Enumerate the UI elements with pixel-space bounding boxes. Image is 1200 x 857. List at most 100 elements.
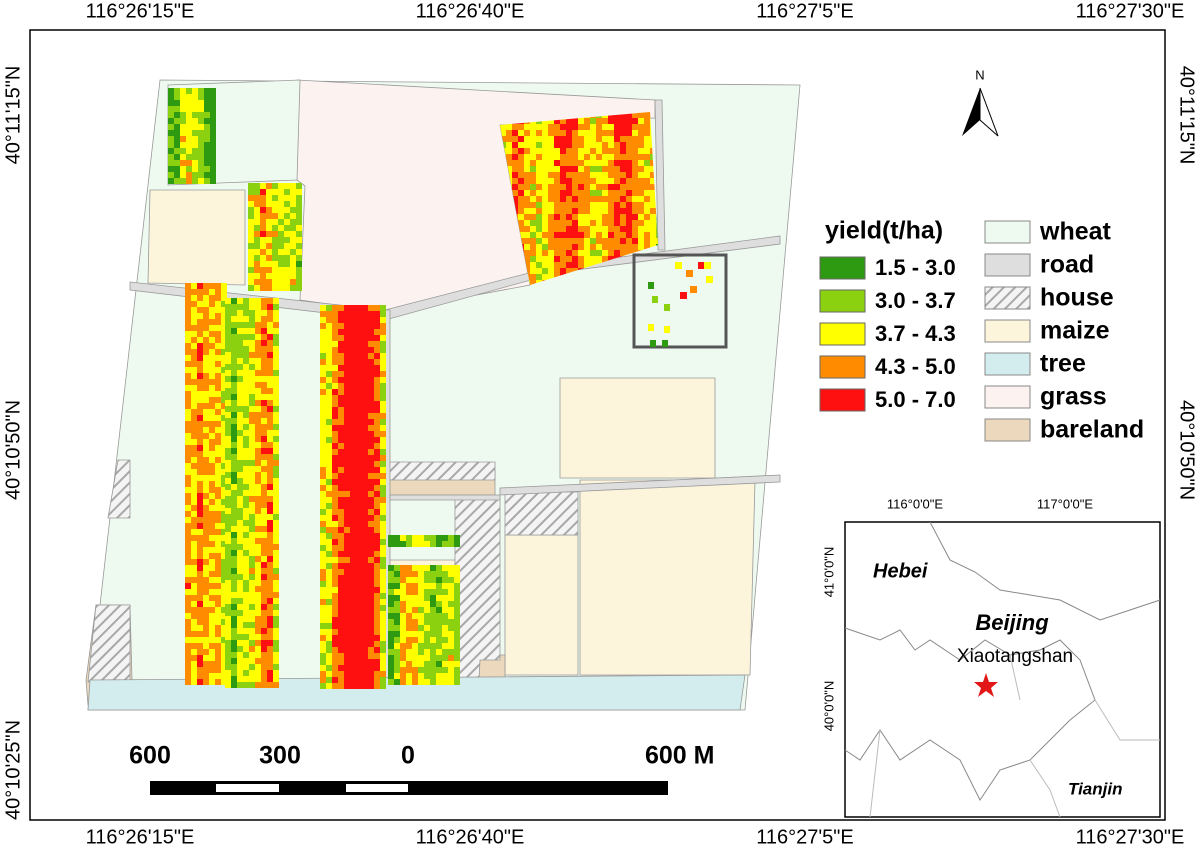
- yield-cell: [596, 154, 602, 160]
- yield-cell: [243, 610, 249, 616]
- yield-cell: [368, 569, 374, 575]
- yield-cell: [203, 493, 209, 499]
- yield-cell: [394, 673, 400, 679]
- yield-cell: [284, 183, 290, 189]
- yield-cell: [424, 625, 430, 631]
- yield-cell: [174, 94, 180, 100]
- yield-cell: [267, 418, 273, 424]
- yield-cell: [518, 226, 524, 232]
- yield-cell: [267, 604, 273, 610]
- yield-cell: [590, 184, 596, 190]
- yield-cell: [344, 485, 350, 491]
- yield-cell: [512, 136, 518, 142]
- yield-cell: [186, 112, 192, 118]
- yield-cell: [266, 255, 272, 261]
- yield-cell: [374, 473, 380, 479]
- yield-cell: [572, 208, 578, 214]
- yield-cell: [273, 370, 279, 376]
- yield-cell: [225, 556, 231, 562]
- yield-cell: [221, 607, 227, 613]
- yield-cell: [542, 274, 548, 280]
- yield-cell: [266, 225, 272, 231]
- yield-cell: [400, 601, 406, 607]
- yield-cell: [215, 343, 221, 349]
- yield-cell: [267, 520, 273, 526]
- yield-cell: [185, 301, 191, 307]
- yield-cell: [442, 619, 448, 625]
- yield-cell: [584, 154, 590, 160]
- yield-cell: [191, 355, 197, 361]
- inset-lat-label: 40°0'0"N: [821, 681, 836, 732]
- yield-cell: [231, 412, 237, 418]
- yield-cell: [243, 454, 249, 460]
- yield-cell: [198, 172, 204, 178]
- yield-cell: [394, 571, 400, 577]
- yield-cell: [430, 583, 436, 589]
- yield-cell: [231, 334, 237, 340]
- yield-cell: [380, 365, 386, 371]
- yield-cell: [320, 401, 326, 407]
- yield-cell: [374, 413, 380, 419]
- yield-cell: [524, 160, 530, 166]
- yield-cell: [255, 544, 261, 550]
- yield-cell: [664, 304, 670, 311]
- yield-cell: [320, 575, 326, 581]
- yield-cell: [430, 661, 436, 667]
- yield-cell: [221, 397, 227, 403]
- yield-cell: [191, 343, 197, 349]
- yield-cell: [542, 250, 548, 256]
- yield-cell: [554, 244, 560, 250]
- yield-cell: [338, 545, 344, 551]
- house-area: [387, 461, 496, 481]
- yield-cell: [221, 427, 227, 433]
- yield-cell: [231, 340, 237, 346]
- yield-cell: [203, 571, 209, 577]
- yield-cell: [454, 643, 460, 649]
- yield-cell: [418, 655, 424, 661]
- yield-cell: [584, 190, 590, 196]
- yield-cell: [225, 670, 231, 676]
- yield-cell: [191, 397, 197, 403]
- yield-cell: [260, 255, 266, 261]
- yield-cell: [608, 244, 614, 250]
- yield-cell: [350, 335, 356, 341]
- yield-cell: [412, 679, 418, 685]
- yield-cell: [215, 643, 221, 649]
- yield-cell: [596, 166, 602, 172]
- yield-cell: [548, 160, 554, 166]
- yield-cell: [406, 589, 412, 595]
- yield-cell: [225, 472, 231, 478]
- yield-cell: [362, 581, 368, 587]
- yield-cell: [260, 285, 266, 291]
- yield-cell: [530, 190, 536, 196]
- yield-cell: [566, 118, 572, 124]
- yield-cell: [566, 268, 572, 274]
- yield-cell: [237, 502, 243, 508]
- yield-cell: [632, 214, 638, 220]
- yield-cell: [231, 640, 237, 646]
- yield-cell: [209, 319, 215, 325]
- yield-cell: [249, 394, 255, 400]
- yield-cell: [620, 124, 626, 130]
- yield-cell: [338, 659, 344, 665]
- yield-cell: [362, 425, 368, 431]
- yield-cell: [338, 677, 344, 683]
- yield-cell: [320, 623, 326, 629]
- yield-cell: [185, 409, 191, 415]
- yield-cell: [284, 189, 290, 195]
- yield-cell: [231, 394, 237, 400]
- yield-cell: [278, 207, 284, 213]
- yield-cell: [356, 503, 362, 509]
- yield-cell: [548, 190, 554, 196]
- yield-cell: [168, 142, 174, 148]
- yield-cell: [215, 625, 221, 631]
- yield-cell: [332, 497, 338, 503]
- yield-cell: [221, 469, 227, 475]
- yield-cell: [215, 667, 221, 673]
- yield-cell: [608, 160, 614, 166]
- yield-cell: [530, 166, 536, 172]
- yield-cell: [320, 491, 326, 497]
- yield-cell: [290, 285, 296, 291]
- yield-cell: [255, 598, 261, 604]
- yield-cell: [380, 461, 386, 467]
